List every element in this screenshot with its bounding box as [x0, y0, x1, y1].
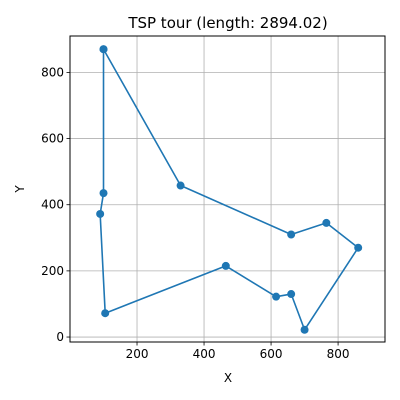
city-point	[96, 209, 105, 218]
grid	[70, 36, 385, 342]
y-tick-label: 400	[41, 198, 64, 212]
city-point	[272, 292, 281, 301]
city-point	[322, 218, 331, 227]
y-axis-label: Y	[13, 185, 27, 194]
x-tick-label: 400	[193, 347, 216, 361]
chart-title: TSP tour (length: 2894.02)	[127, 14, 327, 32]
y-tick-label: 200	[41, 264, 64, 278]
x-tick-label: 200	[126, 347, 149, 361]
plot-frame	[69, 35, 386, 343]
x-tick-label: 600	[260, 347, 283, 361]
y-tick-label: 800	[41, 65, 64, 79]
y-tick-label: 0	[56, 330, 64, 344]
city-point	[300, 325, 309, 334]
city-point	[354, 243, 363, 252]
series	[96, 45, 363, 334]
axis-ticks: 200 400 600 800 0 200 400 600 800	[41, 65, 349, 361]
y-tick-label: 600	[41, 132, 64, 146]
city-point	[221, 261, 230, 270]
city-point	[287, 230, 296, 239]
city-point	[99, 45, 108, 54]
city-point	[101, 309, 110, 318]
tour-path	[99, 48, 359, 331]
city-point	[287, 290, 296, 299]
x-tick-label: 800	[327, 347, 350, 361]
x-axis-label: X	[224, 371, 232, 385]
city-point	[176, 181, 185, 190]
city-point	[99, 189, 108, 198]
